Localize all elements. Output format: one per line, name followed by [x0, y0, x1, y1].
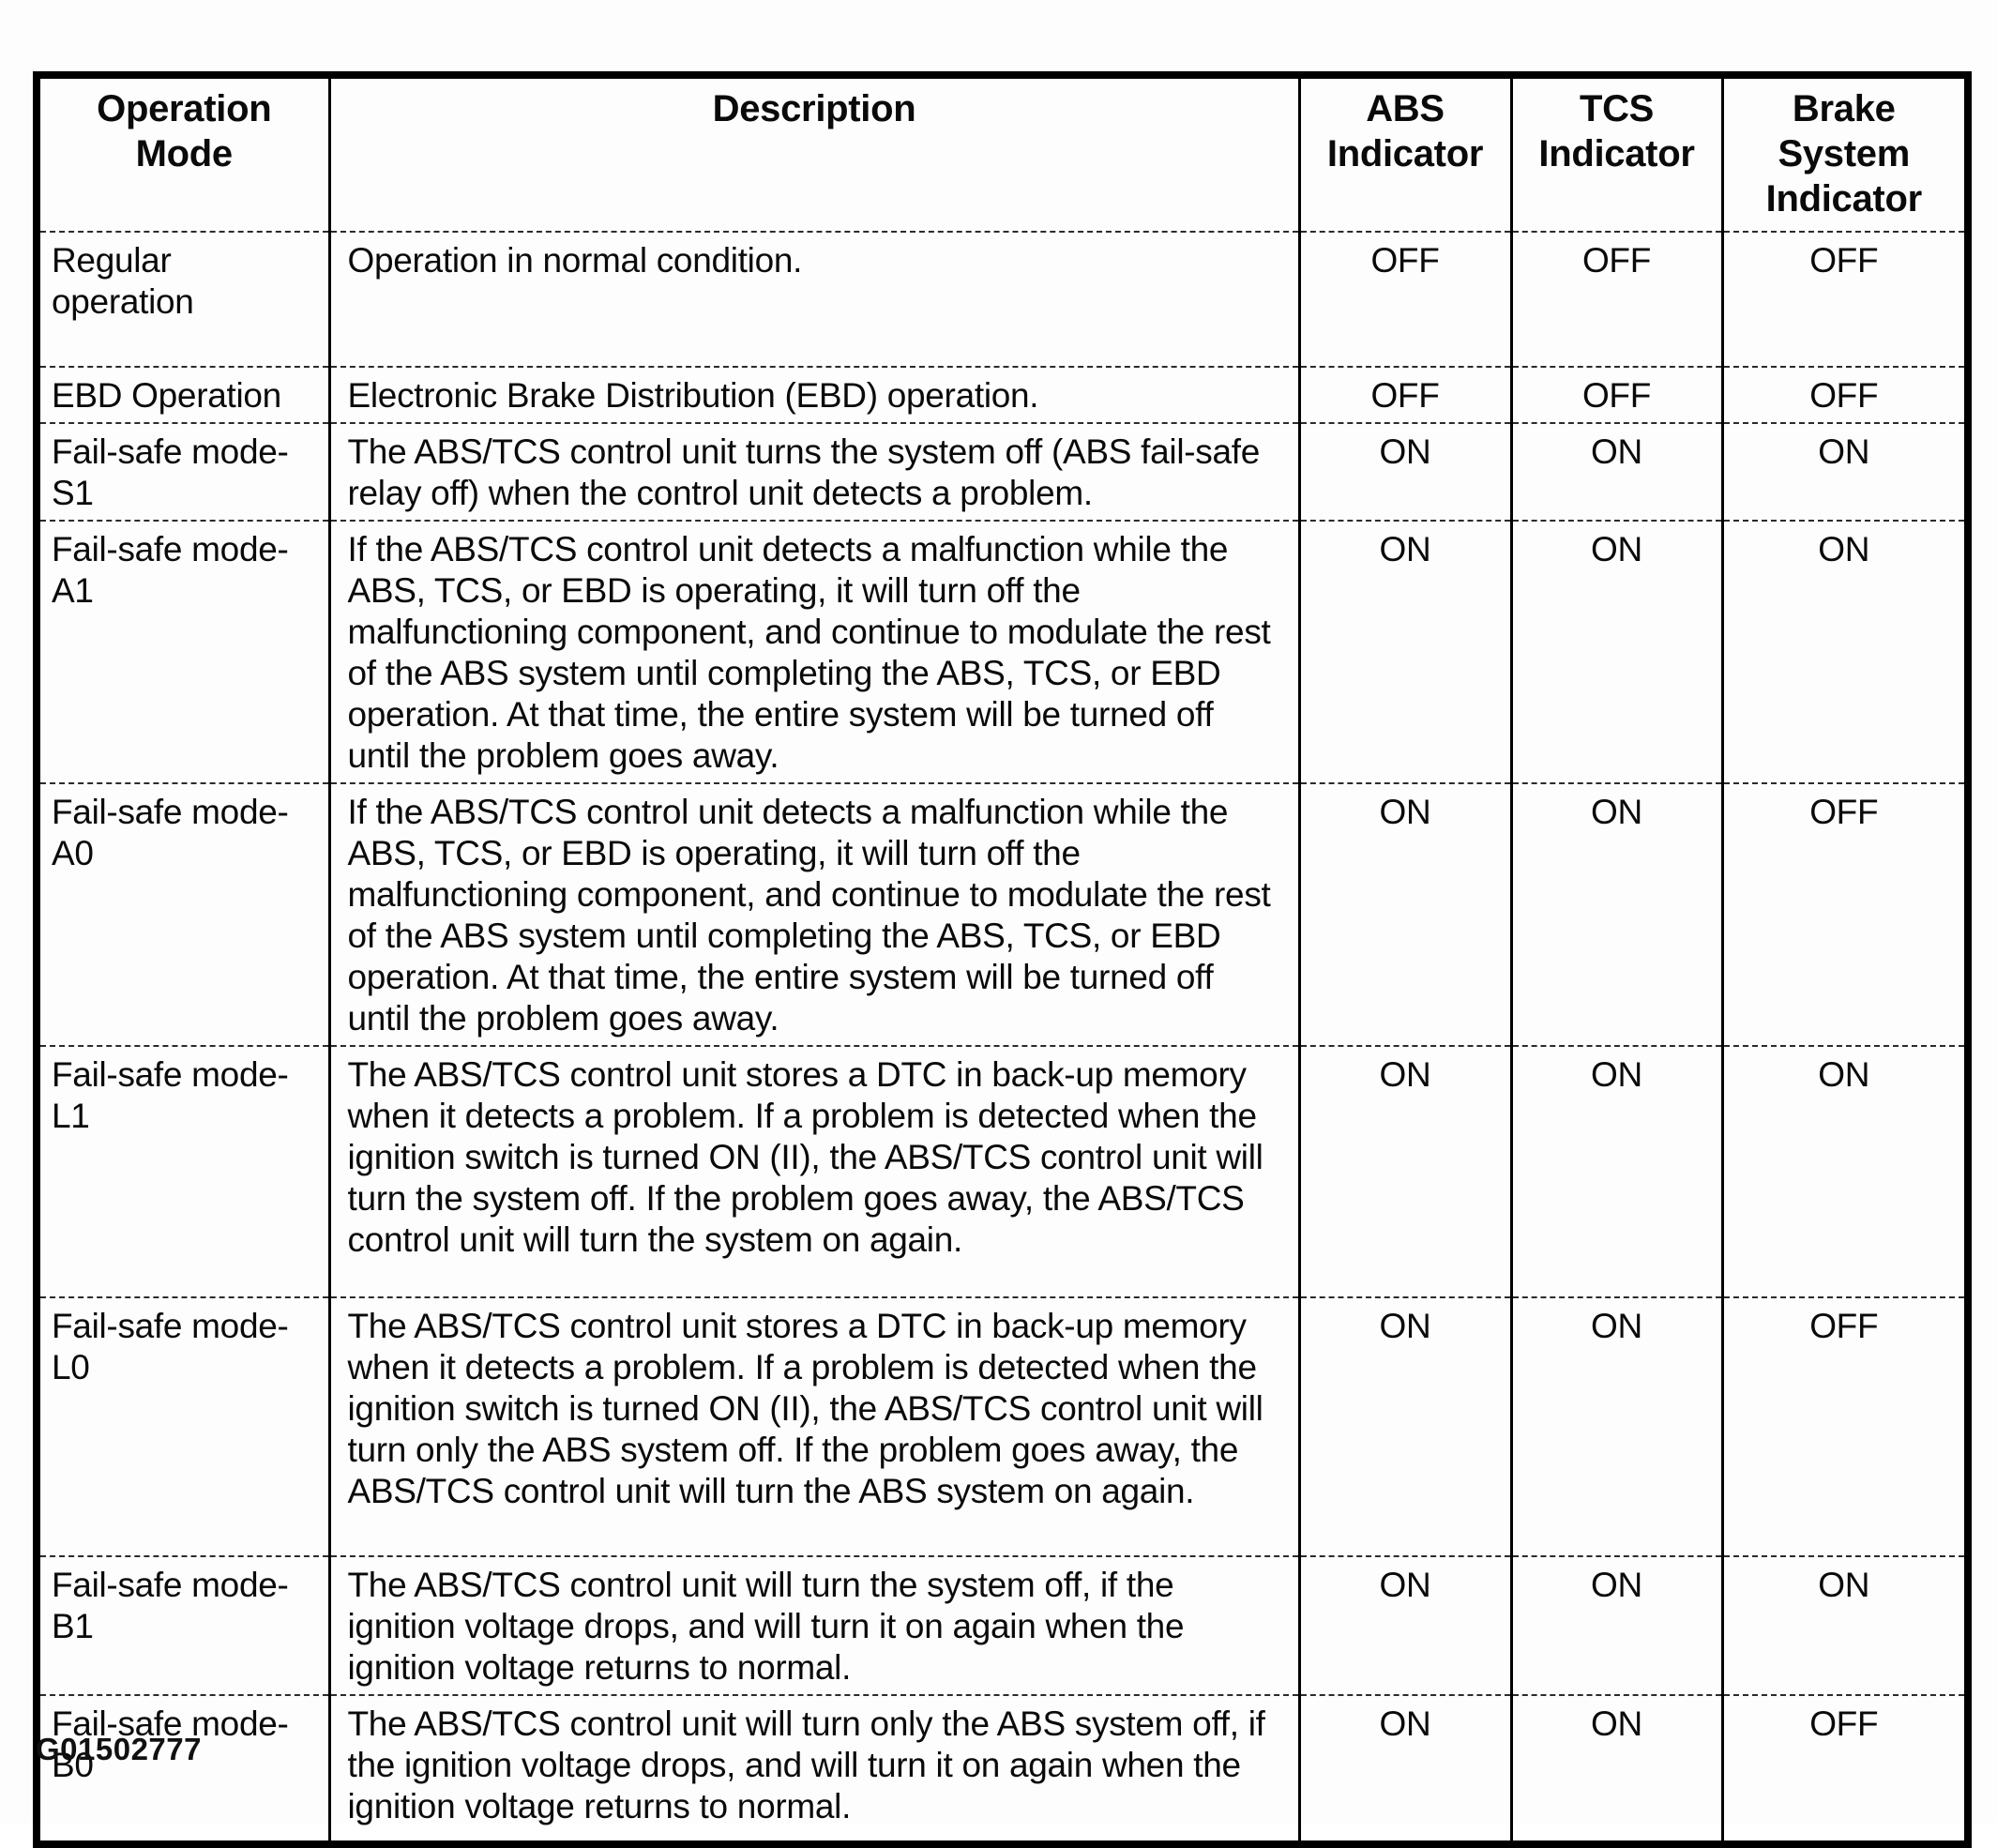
brake-indicator-cell: OFF: [1720, 231, 1968, 367]
table-row-fail-safe-mode-b0: Fail-safe mode-B0 The ABS/TCS control un…: [37, 1694, 1968, 1844]
brake-indicator-cell: OFF: [1720, 1296, 1968, 1556]
column-header-tcs-indicator: TCS Indicator: [1509, 75, 1722, 232]
description-cell: The ABS/TCS control unit stores a DTC in…: [327, 1045, 1299, 1297]
table-row-fail-safe-mode-s1: Fail-safe mode-S1 The ABS/TCS control un…: [37, 422, 1968, 521]
brake-indicator-cell: ON: [1720, 520, 1968, 783]
mode-cell: Fail-safe mode-L0: [37, 1296, 329, 1556]
abs-indicator-cell: ON: [1297, 1045, 1511, 1297]
brake-indicator-cell: ON: [1720, 422, 1968, 521]
table-row-fail-safe-mode-l1: Fail-safe mode-L1 The ABS/TCS control un…: [37, 1045, 1968, 1297]
brake-indicator-cell: OFF: [1720, 782, 1968, 1046]
table-row-fail-safe-mode-a0: Fail-safe mode-A0 If the ABS/TCS control…: [37, 782, 1968, 1046]
abs-tcs-operation-mode-table: Operation Mode Description ABS Indicator…: [33, 71, 1972, 1848]
mode-cell: Fail-safe mode-L1: [37, 1045, 329, 1297]
tcs-indicator-cell: ON: [1509, 520, 1722, 783]
table-row-ebd-operation: EBD Operation Electronic Brake Distribut…: [37, 366, 1968, 423]
table-row-fail-safe-mode-a1: Fail-safe mode-A1 If the ABS/TCS control…: [37, 520, 1968, 783]
abs-indicator-cell: ON: [1297, 1555, 1511, 1695]
abs-indicator-cell: ON: [1297, 520, 1511, 783]
abs-indicator-cell: ON: [1297, 1296, 1511, 1556]
mode-cell: Fail-safe mode-A0: [37, 782, 329, 1046]
tcs-indicator-cell: ON: [1509, 1555, 1722, 1695]
tcs-indicator-cell: ON: [1509, 1296, 1722, 1556]
description-cell: The ABS/TCS control unit stores a DTC in…: [327, 1296, 1299, 1556]
header-row: Operation Mode Description ABS Indicator…: [37, 75, 1968, 232]
description-cell: If the ABS/TCS control unit detects a ma…: [327, 520, 1299, 783]
description-cell: The ABS/TCS control unit turns the syste…: [327, 422, 1299, 521]
brake-indicator-cell: ON: [1720, 1045, 1968, 1297]
brake-indicator-cell: OFF: [1720, 1694, 1968, 1844]
tcs-indicator-cell: ON: [1509, 422, 1722, 521]
table-row-fail-safe-mode-b1: Fail-safe mode-B1 The ABS/TCS control un…: [37, 1555, 1968, 1695]
column-header-description: Description: [327, 75, 1299, 232]
mode-cell: EBD Operation: [37, 366, 329, 423]
table-row-fail-safe-mode-l0: Fail-safe mode-L0 The ABS/TCS control un…: [37, 1296, 1968, 1556]
description-cell: Operation in normal condition.: [327, 231, 1299, 367]
abs-indicator-cell: ON: [1297, 422, 1511, 521]
description-cell: The ABS/TCS control unit will turn only …: [327, 1694, 1299, 1844]
description-cell: Electronic Brake Distribution (EBD) oper…: [327, 366, 1299, 423]
mode-cell: Fail-safe mode-S1: [37, 422, 329, 521]
tcs-indicator-cell: ON: [1509, 782, 1722, 1046]
mode-cell: Fail-safe mode-B1: [37, 1555, 329, 1695]
mode-cell: Fail-safe mode-B0: [37, 1694, 329, 1844]
description-cell: The ABS/TCS control unit will turn the s…: [327, 1555, 1299, 1695]
abs-indicator-cell: OFF: [1297, 366, 1511, 423]
figure-id: G01502777: [36, 1732, 202, 1766]
abs-indicator-cell: ON: [1297, 1694, 1511, 1844]
column-header-abs-indicator: ABS Indicator: [1297, 75, 1511, 232]
table-row-regular-operation: Regular operation Operation in normal co…: [37, 231, 1968, 367]
brake-indicator-cell: OFF: [1720, 366, 1968, 423]
tcs-indicator-cell: ON: [1509, 1045, 1722, 1297]
abs-indicator-cell: ON: [1297, 782, 1511, 1046]
description-cell: If the ABS/TCS control unit detects a ma…: [327, 782, 1299, 1046]
column-header-brake-system-indicator: Brake System Indicator: [1720, 75, 1968, 232]
tcs-indicator-cell: OFF: [1509, 231, 1722, 367]
mode-cell: Regular operation: [37, 231, 329, 367]
tcs-indicator-cell: OFF: [1509, 366, 1722, 423]
brake-indicator-cell: ON: [1720, 1555, 1968, 1695]
column-header-operation-mode: Operation Mode: [97, 88, 272, 174]
abs-indicator-cell: OFF: [1297, 231, 1511, 367]
tcs-indicator-cell: ON: [1509, 1694, 1722, 1844]
mode-cell: Fail-safe mode-A1: [37, 520, 329, 783]
